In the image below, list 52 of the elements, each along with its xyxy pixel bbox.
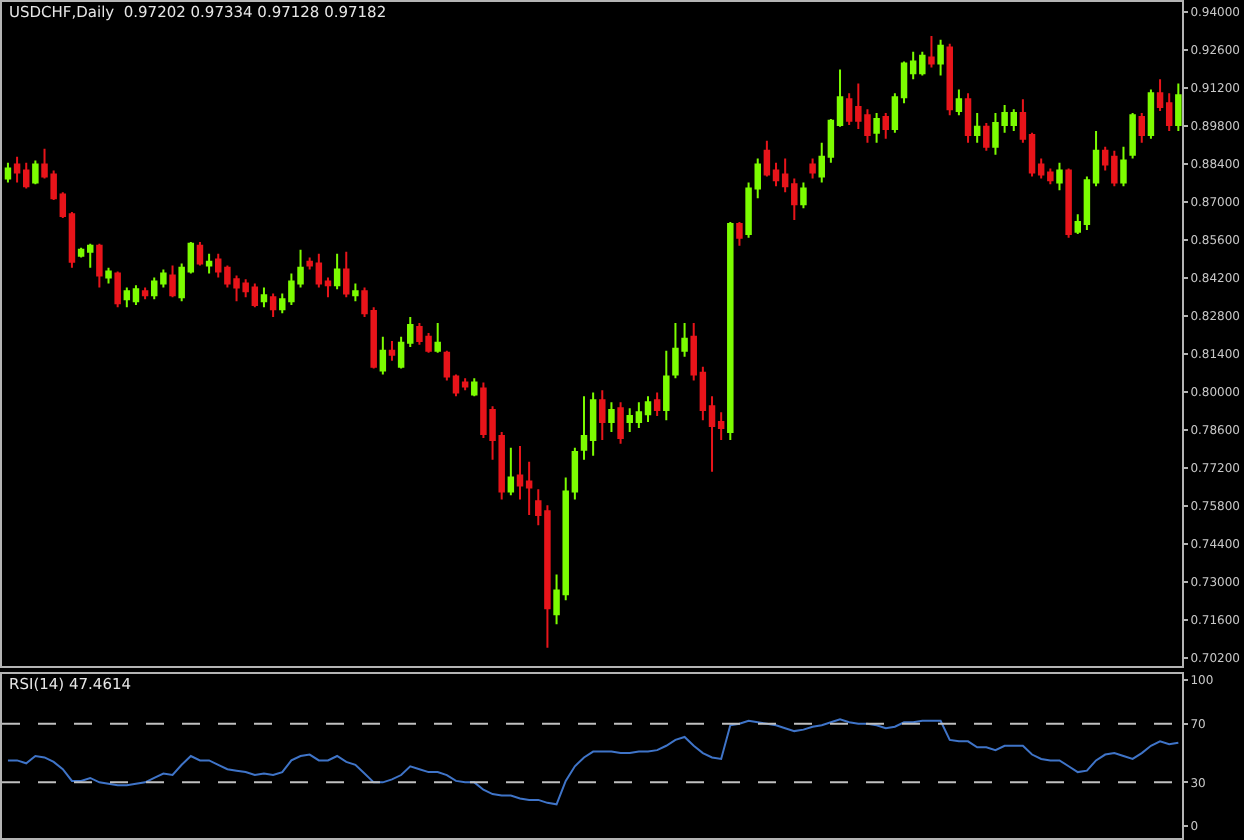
candlestick bbox=[1120, 145, 1127, 188]
candlestick bbox=[32, 159, 39, 186]
candlestick bbox=[1056, 161, 1063, 192]
candlestick bbox=[1138, 111, 1145, 144]
candlestick bbox=[352, 282, 359, 303]
candlestick bbox=[617, 401, 624, 445]
candlestick bbox=[13, 155, 21, 184]
candlestick bbox=[169, 264, 176, 299]
candlestick bbox=[946, 42, 953, 117]
candlestick bbox=[599, 389, 606, 441]
candlestick bbox=[809, 157, 816, 180]
candlestick bbox=[269, 292, 277, 319]
candlestick bbox=[1175, 82, 1182, 132]
candlestick bbox=[973, 111, 981, 144]
candlestick bbox=[644, 395, 652, 424]
candlestick bbox=[937, 38, 944, 77]
candlestick bbox=[1065, 167, 1072, 239]
candlestick bbox=[471, 377, 478, 398]
candlestick bbox=[434, 322, 441, 354]
candlestick bbox=[123, 286, 131, 309]
candlestick bbox=[507, 446, 515, 497]
candlestick bbox=[955, 88, 963, 117]
candlestick bbox=[379, 335, 387, 376]
candlestick bbox=[343, 250, 350, 299]
candlestick bbox=[983, 122, 990, 152]
candlestick bbox=[4, 161, 12, 184]
candlestick bbox=[260, 286, 268, 309]
candlestick bbox=[333, 252, 341, 291]
candlestick bbox=[1147, 88, 1155, 140]
candlestick bbox=[736, 221, 743, 247]
candlestick bbox=[882, 111, 889, 140]
candlestick bbox=[928, 34, 935, 69]
candlestick bbox=[196, 240, 204, 267]
candlestick bbox=[580, 395, 588, 461]
candlestick bbox=[873, 111, 880, 144]
candlestick bbox=[105, 266, 112, 285]
candlestick bbox=[727, 221, 734, 441]
candlestick bbox=[763, 139, 771, 178]
candlestick bbox=[1129, 111, 1136, 160]
candlestick bbox=[205, 252, 213, 275]
candlestick bbox=[589, 391, 597, 457]
candlestick bbox=[461, 377, 469, 392]
candlestick bbox=[608, 401, 615, 434]
candlestick bbox=[388, 339, 396, 362]
line-series bbox=[6, 718, 1180, 806]
candlestick bbox=[114, 270, 121, 309]
candlestick bbox=[96, 242, 103, 289]
candlestick bbox=[653, 391, 661, 418]
candlestick bbox=[964, 92, 972, 144]
candlestick bbox=[132, 284, 140, 307]
candlestick bbox=[800, 181, 807, 210]
candlestick bbox=[141, 286, 149, 301]
